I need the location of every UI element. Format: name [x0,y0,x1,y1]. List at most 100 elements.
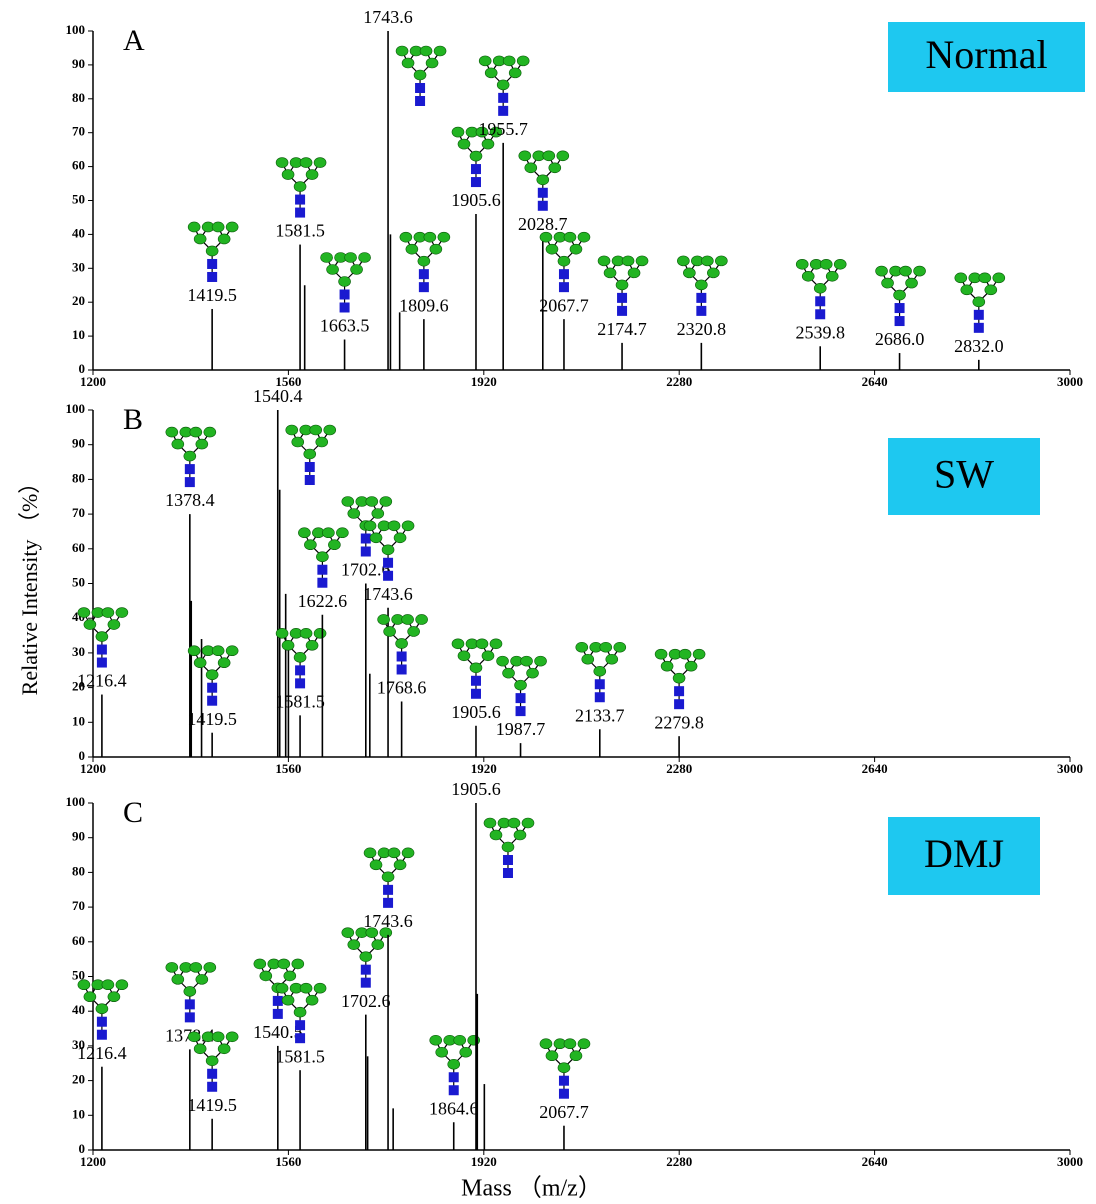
glycan-circle [557,151,569,161]
glycan-circle [458,651,470,661]
glycan-circle [679,649,691,659]
glycan-circle [370,860,382,870]
peak-label: 1768.6 [377,678,427,698]
glycan-circle [172,974,184,984]
glycan-square [295,665,305,675]
glycan-icon [955,273,1005,333]
x-tick-label: 1200 [80,1154,106,1169]
glycan-circle [102,608,114,618]
glycan-circle [306,995,318,1005]
glycan-circle [503,668,515,678]
glycan-square [383,885,393,895]
glycan-circle [282,995,294,1005]
peak-label: 1419.5 [187,709,237,729]
x-tick-label: 1920 [471,374,497,389]
glycan-circle [515,680,527,690]
glycan-circle [276,983,288,993]
glycan-circle [503,56,515,66]
x-tick-label: 1920 [471,1154,497,1169]
glycan-circle [316,552,328,562]
glycan-circle [84,992,96,1002]
peak-label: 1987.7 [496,719,546,739]
y-tick-label: 50 [72,574,85,589]
glycan-circle [102,980,114,990]
condition-label: DMJ [924,831,1004,876]
glycan-square [595,679,605,689]
glycan-square [207,259,217,269]
x-tick-label: 3000 [1057,374,1083,389]
glycan-circle [540,1039,552,1049]
glycan-circle [514,830,526,840]
glycan-circle [370,533,382,543]
glycan-circle [814,283,826,293]
glycan-circle [206,1056,218,1066]
glycan-square [207,1069,217,1079]
glycan-circle [314,158,326,168]
glycan-circle [622,256,634,266]
glycan-circle [194,1044,206,1054]
glycan-circle [108,992,120,1002]
glycan-square [538,201,548,211]
peak-label: 1743.6 [363,584,413,604]
glycan-square [295,1020,305,1030]
glycan-circle [184,986,196,996]
glycan-icon [78,980,128,1040]
glycan-icon [166,962,216,1022]
glycan-square [895,303,905,313]
glycan-circle [226,222,238,232]
glycan-circle [460,1047,472,1057]
glycan-circle [212,1032,224,1042]
peak-label: 1905.6 [451,779,501,799]
x-tick-label: 1200 [80,761,106,776]
glycan-circle [424,232,436,242]
glycan-square [815,309,825,319]
glycan-circle [693,649,705,659]
glycan-circle [430,1035,442,1045]
glycan-circle [961,285,973,295]
glycan-circle [396,638,408,648]
peak-label: 1905.6 [451,702,501,722]
glycan-circle [416,614,428,624]
glycan-circle [616,280,628,290]
glycan-icon [540,232,590,292]
glycan-square [516,693,526,703]
y-tick-label: 70 [72,898,85,913]
glycan-icon [540,1039,590,1099]
glycan-circle [276,158,288,168]
y-tick-label: 80 [72,863,85,878]
glycan-circle [294,1007,306,1017]
x-tick-label: 3000 [1057,761,1083,776]
peak-label: 2067.7 [539,295,589,315]
glycan-square [559,1076,569,1086]
glycan-circle [522,818,534,828]
glycan-circle [188,1032,200,1042]
glycan-icon [655,649,705,709]
glycan-circle [314,628,326,638]
glycan-circle [327,264,339,274]
glycan-circle [438,232,450,242]
y-tick-label: 100 [66,794,86,809]
glycan-circle [685,661,697,671]
y-tick-label: 90 [72,56,85,71]
x-tick-label: 1560 [275,761,301,776]
peak-label: 1540.4 [253,386,303,406]
glycan-circle [204,962,216,972]
glycan-icon [342,928,392,988]
glycan-circle [310,425,322,435]
glycan-circle [476,639,488,649]
glycan-square [361,978,371,988]
glycan-square [595,692,605,702]
glycan-circle [212,222,224,232]
glycan-square [295,678,305,688]
glycan-square [185,477,195,487]
glycan-square [696,306,706,316]
glycan-circle [677,256,689,266]
glycan-square [815,296,825,306]
panel-label: B [123,403,143,436]
glycan-circle [525,163,537,173]
peak-label: 2320.8 [677,319,727,339]
glycan-square [397,664,407,674]
glycan-circle [380,497,392,507]
glycan-circle [834,259,846,269]
glycan-square [383,571,393,581]
